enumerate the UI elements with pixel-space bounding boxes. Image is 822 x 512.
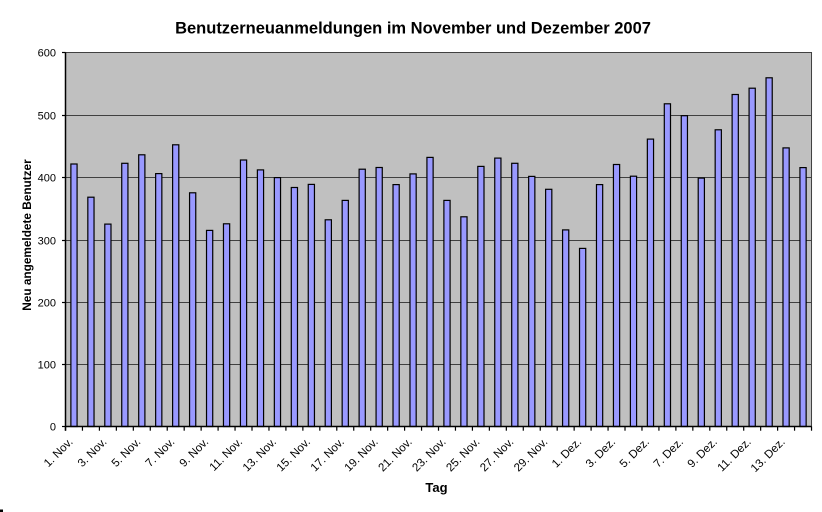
svg-text:Neu angemeldete Benutzer: Neu angemeldete Benutzer xyxy=(20,159,34,311)
svg-text:100: 100 xyxy=(38,360,56,372)
svg-text:0: 0 xyxy=(50,422,56,434)
svg-text:Tag: Tag xyxy=(425,480,447,495)
svg-text:300: 300 xyxy=(38,236,56,248)
svg-text:600: 600 xyxy=(38,48,56,60)
svg-text:Benutzerneuanmeldungen im Nove: Benutzerneuanmeldungen im November und D… xyxy=(175,20,651,38)
svg-text:400: 400 xyxy=(38,173,56,185)
svg-text:200: 200 xyxy=(38,298,56,310)
svg-text:500: 500 xyxy=(38,111,56,123)
